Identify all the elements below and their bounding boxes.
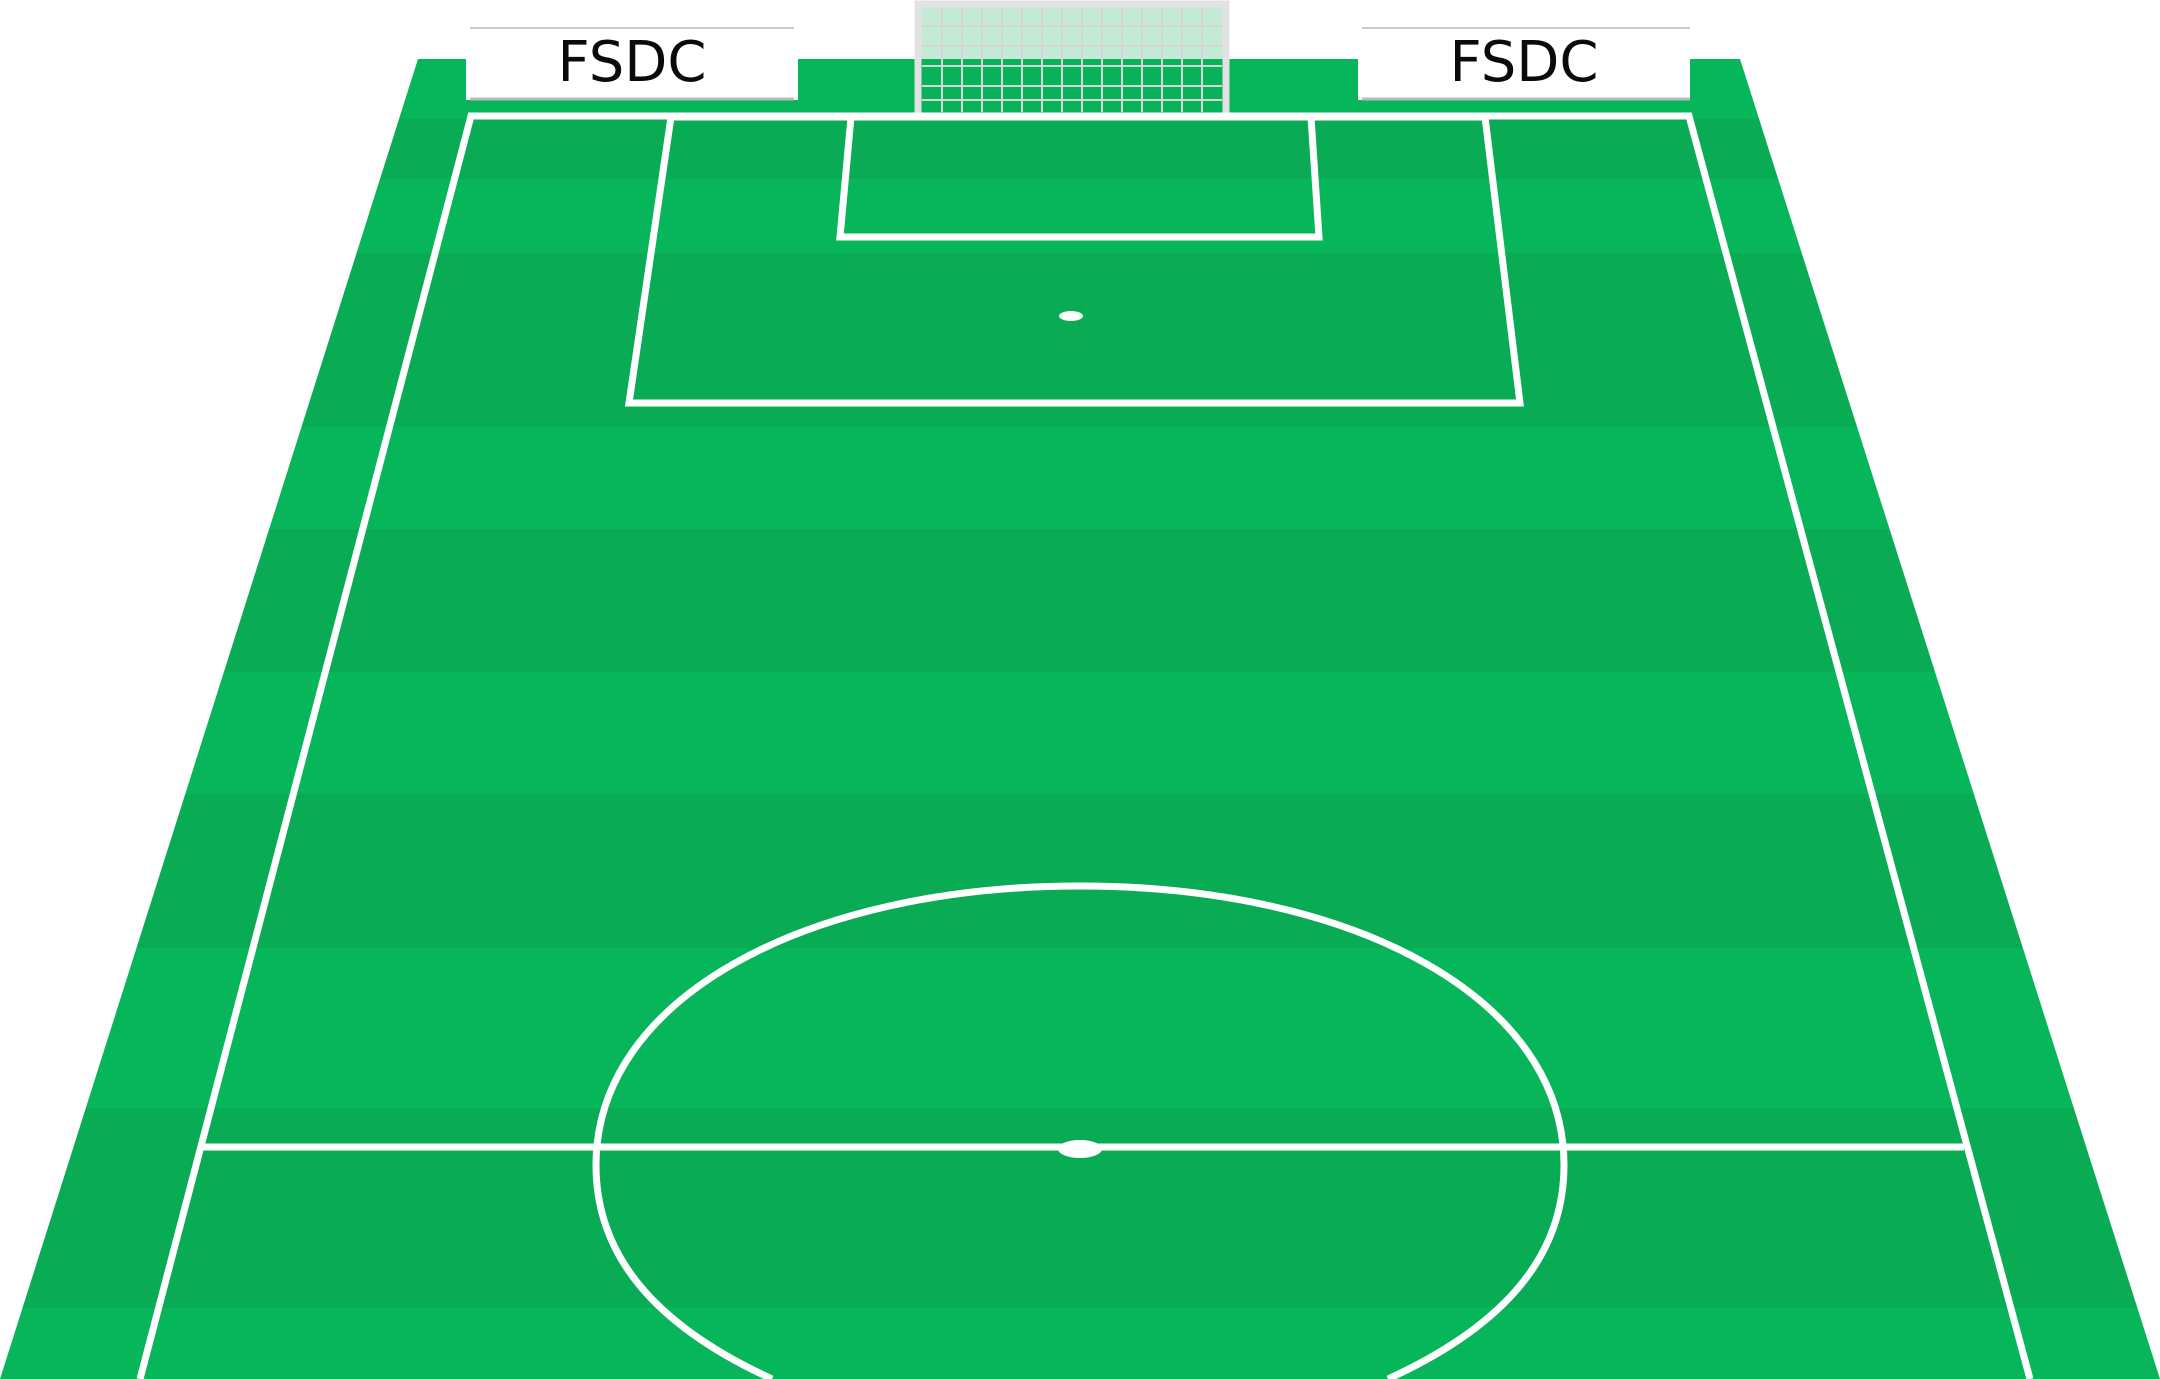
center-spot [1058,1140,1102,1158]
goal-net [914,0,1230,116]
goal-area [836,113,1323,241]
goal-frame [914,0,1230,114]
grass [0,59,2160,1379]
ad-board-right: FSDC [1358,27,1690,101]
pitch-markings [136,112,2034,1379]
ad-board-left-text: FSDC [558,30,707,95]
center-circle [592,882,1568,1379]
ad-board-left: FSDC [466,27,798,101]
ad-board-right-text: FSDC [1450,30,1599,95]
penalty-spot [1059,311,1083,321]
